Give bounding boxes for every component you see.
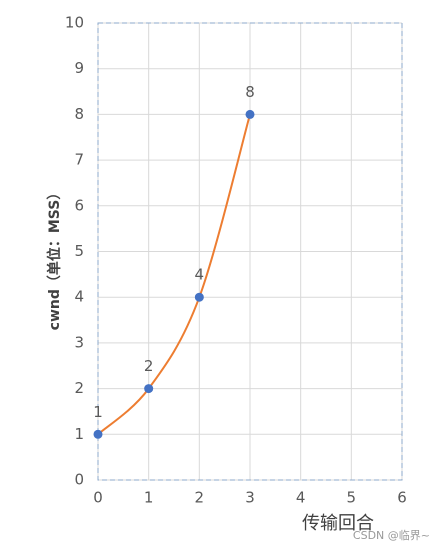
y-tick-label: 7 <box>74 151 84 169</box>
y-tick-label: 6 <box>74 196 84 214</box>
y-tick-label: 1 <box>74 425 84 443</box>
x-tick-label: 3 <box>245 489 255 507</box>
x-tick-label: 4 <box>296 489 306 507</box>
x-tick-label: 5 <box>347 489 357 507</box>
y-axis-label: cwnd（单位：MSS） <box>46 186 63 331</box>
marker <box>93 429 103 439</box>
marker <box>144 384 154 394</box>
y-tick-label: 9 <box>74 59 84 77</box>
data-label: 4 <box>195 266 205 284</box>
data-label: 1 <box>93 403 103 421</box>
x-axis-label: 传输回合 <box>302 513 374 534</box>
data-label: 2 <box>144 357 154 375</box>
watermark: CSDN @临界~ <box>353 528 430 542</box>
y-tick-label: 8 <box>74 105 84 123</box>
x-tick-label: 1 <box>144 489 154 507</box>
marker <box>194 292 204 302</box>
x-tick-label: 2 <box>195 489 205 507</box>
y-tick-label: 3 <box>74 333 84 351</box>
y-tick-label: 4 <box>74 288 84 306</box>
y-tick-label: 5 <box>74 242 84 260</box>
y-tick-label: 10 <box>65 14 84 32</box>
y-tick-label: 2 <box>74 379 84 397</box>
y-tick-label: 0 <box>74 471 84 489</box>
data-label: 8 <box>245 83 255 101</box>
marker <box>245 109 255 119</box>
x-tick-label: 0 <box>93 489 103 507</box>
plot-border <box>97 22 403 481</box>
line <box>97 114 251 436</box>
x-tick-label: 6 <box>397 489 407 507</box>
